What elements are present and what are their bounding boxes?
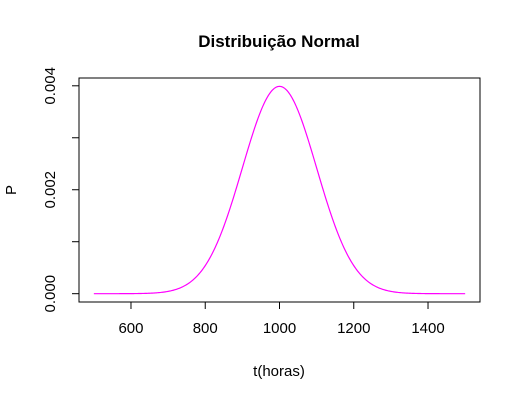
plot-area: [78, 77, 481, 303]
x-tick-label: 1000: [263, 320, 296, 337]
y-axis-label: P: [3, 185, 20, 195]
y-tick-label: 0.002: [42, 171, 59, 209]
y-tick-label: 0.004: [42, 67, 59, 105]
chart-title: Distribuição Normal: [198, 32, 360, 51]
x-tick-label: 1200: [337, 320, 370, 337]
y-tick-label: 0.000: [42, 275, 59, 313]
series-line-normal: [93, 85, 466, 295]
x-tick-label: 800: [193, 320, 218, 337]
x-tick-label: 1400: [411, 320, 444, 337]
y-axis: 0.000 0.002 0.004: [42, 67, 80, 313]
x-tick-label: 600: [118, 320, 143, 337]
x-axis-label: t(horas): [253, 363, 305, 380]
x-axis: 600 800 1000 1200 1400: [118, 301, 445, 337]
